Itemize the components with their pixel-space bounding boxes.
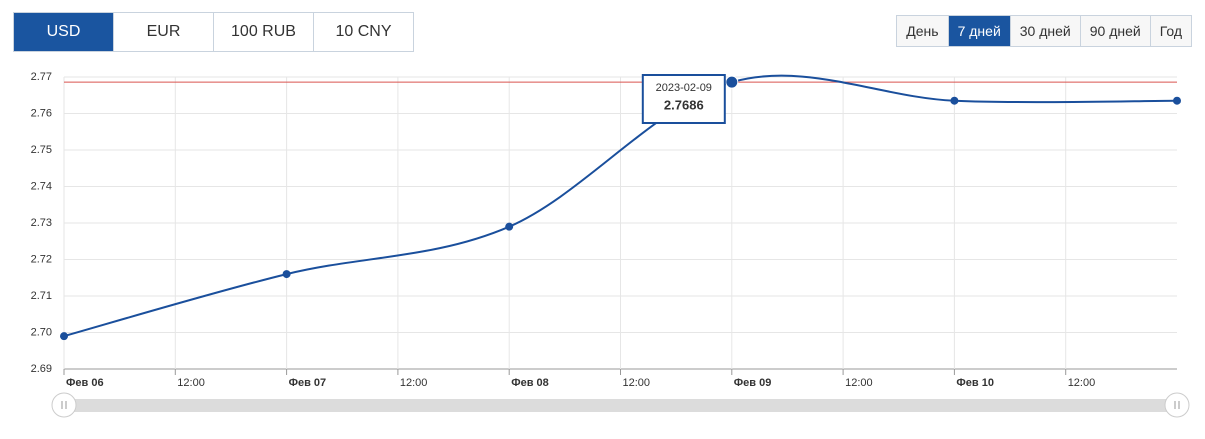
y-tick-label: 2.70 [31,326,52,338]
x-tick-label: Фев 07 [289,377,327,389]
period-buttons: День 7 дней 30 дней 90 дней Год [896,15,1192,47]
x-tick-label: 12:00 [1068,377,1096,389]
currency-tab[interactable]: 100 RUB [213,13,313,51]
point [60,332,68,341]
tooltip-date: 2023-02-09 [656,82,712,94]
x-tick-label: 12:00 [400,377,428,389]
y-tick-label: 2.71 [31,290,52,302]
x-tick-label: Фев 06 [66,377,104,389]
x-tick-label: 12:00 [623,377,651,389]
point [282,270,291,279]
scrollbar-track [64,399,1177,412]
scroll-handle[interactable] [1164,392,1190,418]
x-tick-label: 12:00 [845,377,873,389]
y-tick-label: 2.77 [31,71,52,83]
period-button[interactable]: 30 дней [1009,16,1080,46]
period-button[interactable]: День [897,16,948,46]
x-tick-label: 12:00 [177,377,205,389]
currency-tab[interactable]: EUR [113,13,213,51]
point [725,75,739,89]
x-tick-label: Фев 10 [956,377,994,389]
y-tick-label: 2.69 [31,363,52,375]
point [1173,96,1181,105]
y-tick-label: 2.74 [31,180,52,192]
currency-tab[interactable]: USD [14,13,113,51]
currency-tab[interactable]: 10 CNY [313,13,413,51]
tooltip: 2023-02-09 2.7686 [641,74,726,124]
period-button[interactable]: 90 дней [1079,16,1150,46]
scroll-handle[interactable] [51,392,77,418]
point [950,96,959,105]
point [505,222,514,231]
x-tick-label: Фев 09 [734,377,772,389]
period-button[interactable]: Год [1149,16,1191,46]
y-tick-label: 2.76 [31,107,52,119]
tooltip-value: 2.7686 [664,97,704,112]
x-tick-label: Фев 08 [511,377,549,389]
currency-tabs: USD EUR 100 RUB 10 CNY [13,12,414,52]
y-tick-label: 2.75 [31,144,52,156]
y-tick-label: 2.72 [31,253,52,265]
line-series [63,74,1178,338]
y-tick-label: 2.73 [31,217,52,229]
tooltip-box [641,74,726,124]
period-button[interactable]: 7 дней [947,16,1010,46]
